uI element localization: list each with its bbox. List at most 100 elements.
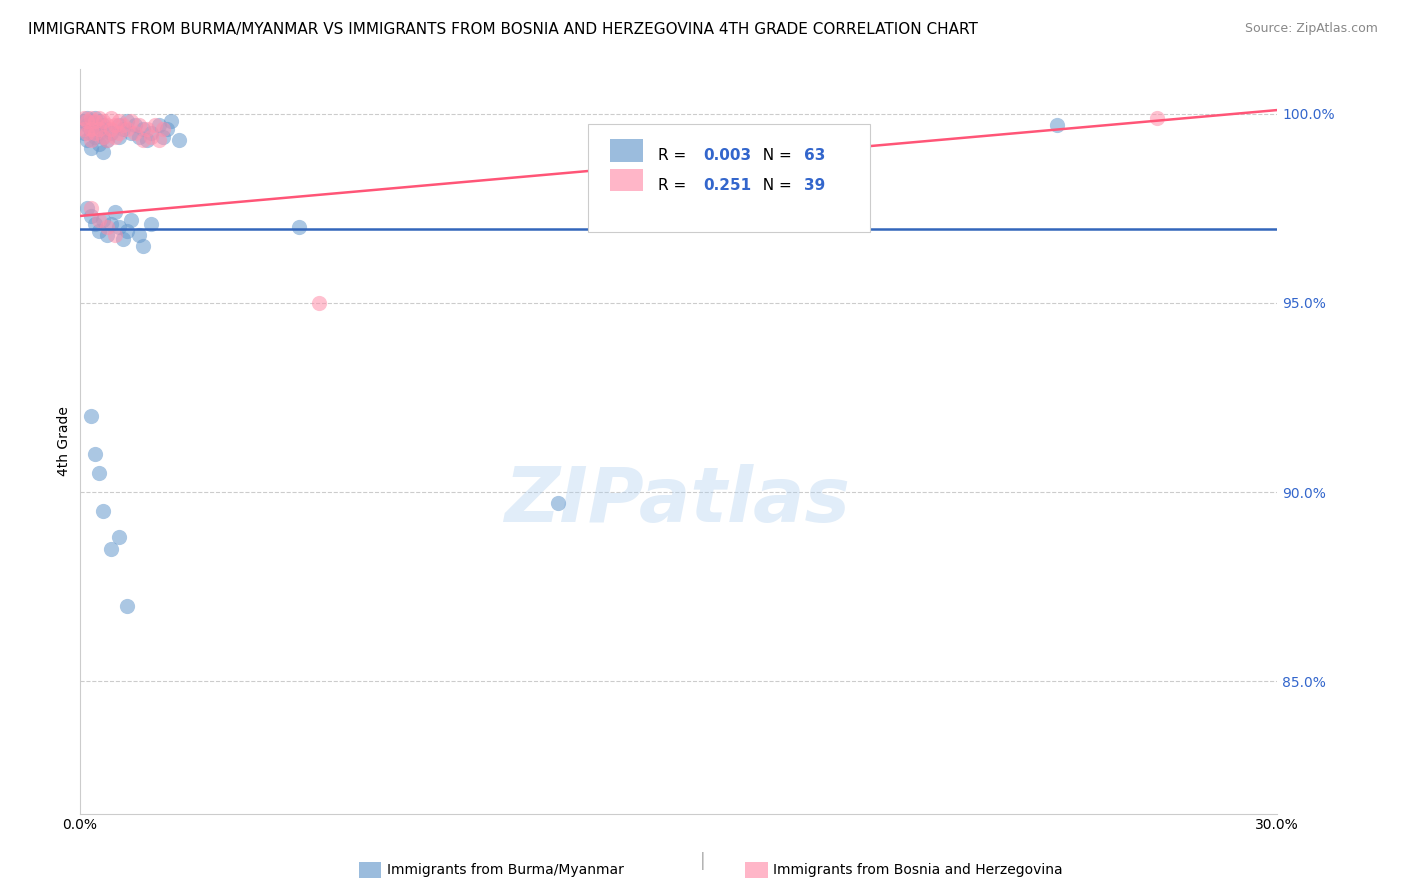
Point — [89, 466, 111, 480]
Point — [128, 227, 150, 242]
Point — [112, 122, 135, 136]
Point — [108, 126, 131, 140]
Text: 39: 39 — [804, 178, 825, 193]
Point — [117, 224, 139, 238]
Point — [132, 239, 155, 253]
Point — [76, 118, 98, 132]
Y-axis label: 4th Grade: 4th Grade — [58, 406, 72, 476]
Point — [80, 209, 103, 223]
Point — [1146, 111, 1168, 125]
Point — [84, 126, 107, 140]
Text: Immigrants from Bosnia and Herzegovina: Immigrants from Bosnia and Herzegovina — [773, 863, 1063, 877]
Point — [96, 122, 118, 136]
Bar — [610, 139, 644, 161]
Point — [84, 447, 107, 461]
Point — [112, 118, 135, 132]
Point — [308, 296, 330, 310]
Point — [141, 217, 163, 231]
Point — [100, 541, 122, 556]
Point — [80, 111, 103, 125]
Point — [152, 129, 174, 144]
Point — [128, 118, 150, 132]
Point — [89, 212, 111, 227]
Point — [104, 118, 127, 132]
Point — [96, 220, 118, 235]
Point — [152, 122, 174, 136]
Point — [288, 220, 311, 235]
Point — [89, 137, 111, 152]
Point — [108, 531, 131, 545]
Point — [80, 141, 103, 155]
Point — [148, 133, 170, 147]
Point — [96, 118, 118, 132]
Point — [93, 114, 115, 128]
Text: N =: N = — [754, 148, 797, 163]
Text: ZIPatlas: ZIPatlas — [505, 464, 851, 538]
Text: N =: N = — [754, 178, 797, 193]
Point — [76, 111, 98, 125]
Point — [1046, 118, 1069, 132]
Text: Immigrants from Burma/Myanmar: Immigrants from Burma/Myanmar — [387, 863, 623, 877]
Point — [117, 114, 139, 128]
Point — [108, 114, 131, 128]
FancyBboxPatch shape — [588, 124, 869, 233]
Point — [80, 409, 103, 424]
Point — [136, 122, 159, 136]
Point — [100, 126, 122, 140]
Text: R =: R = — [658, 178, 696, 193]
Point — [93, 129, 115, 144]
Point — [132, 122, 155, 136]
Point — [108, 118, 131, 132]
Point — [84, 118, 107, 132]
Point — [124, 126, 146, 140]
Point — [93, 145, 115, 159]
Point — [148, 118, 170, 132]
Point — [84, 129, 107, 144]
Point — [124, 118, 146, 132]
Point — [112, 232, 135, 246]
Point — [160, 114, 183, 128]
Point — [84, 217, 107, 231]
Point — [89, 126, 111, 140]
Point — [72, 122, 94, 136]
Point — [89, 111, 111, 125]
Point — [136, 133, 159, 147]
Point — [96, 133, 118, 147]
Point — [120, 126, 142, 140]
Point — [100, 111, 122, 125]
Text: 0.251: 0.251 — [703, 178, 751, 193]
Point — [80, 202, 103, 216]
Point — [108, 220, 131, 235]
Text: R =: R = — [658, 148, 690, 163]
Text: IMMIGRANTS FROM BURMA/MYANMAR VS IMMIGRANTS FROM BOSNIA AND HERZEGOVINA 4TH GRAD: IMMIGRANTS FROM BURMA/MYANMAR VS IMMIGRA… — [28, 22, 979, 37]
Point — [72, 126, 94, 140]
Point — [76, 133, 98, 147]
Point — [84, 114, 107, 128]
Text: 0.003: 0.003 — [703, 148, 751, 163]
Point — [132, 133, 155, 147]
Point — [117, 122, 139, 136]
Point — [93, 212, 115, 227]
Point — [156, 122, 179, 136]
Point — [141, 129, 163, 144]
Point — [96, 227, 118, 242]
Point — [141, 126, 163, 140]
Point — [104, 227, 127, 242]
Text: |: | — [700, 852, 706, 870]
Point — [89, 224, 111, 238]
Point — [120, 114, 142, 128]
Point — [128, 129, 150, 144]
Point — [72, 114, 94, 128]
Point — [84, 111, 107, 125]
Point — [89, 114, 111, 128]
Point — [120, 212, 142, 227]
Point — [104, 205, 127, 219]
Point — [100, 122, 122, 136]
Point — [100, 217, 122, 231]
Point — [80, 122, 103, 136]
Bar — [610, 169, 644, 192]
Text: 63: 63 — [804, 148, 825, 163]
Point — [80, 114, 103, 128]
Point — [72, 111, 94, 125]
Point — [117, 599, 139, 613]
